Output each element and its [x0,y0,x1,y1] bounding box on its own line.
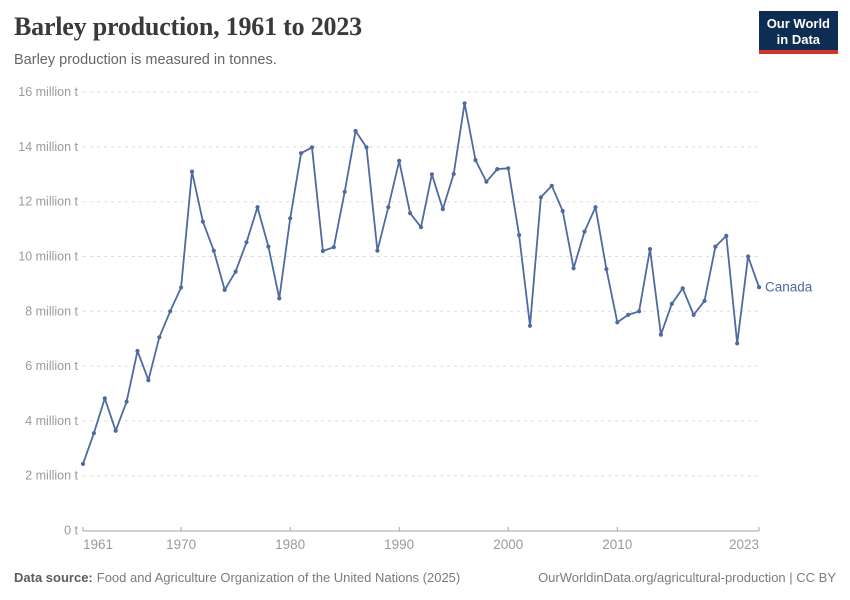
data-point [691,312,696,317]
data-point [255,205,260,210]
data-point [473,158,478,163]
data-point [80,461,86,466]
data-point [288,216,293,221]
data-point [669,301,674,306]
data-point [418,225,424,230]
y-tick-label: 0 t [64,524,78,538]
page-title: Barley production, 1961 to 2023 [14,12,362,41]
data-point [233,269,238,274]
data-point [484,179,489,184]
data-point [277,296,282,301]
data-point [266,244,271,249]
data-point [309,145,315,150]
y-tick-label: 8 million t [25,304,78,318]
x-tick-label: 2000 [493,537,523,552]
data-point [375,248,380,253]
data-point [135,348,140,354]
y-tick-label: 14 million t [18,140,78,154]
data-point [724,233,729,238]
owid-logo-line1: Our World [766,16,830,31]
x-tick-label: 1970 [166,537,196,552]
data-point [222,287,227,292]
data-point [637,309,642,314]
owid-logo[interactable]: Our World in Data [758,11,838,55]
data-point [527,323,533,328]
series-label-canada: Canada [765,280,813,295]
data-source-label: Data source: [14,570,93,585]
data-point [713,244,718,249]
data-point [397,158,402,163]
data-point [626,312,631,317]
data-point [560,208,565,214]
data-point [756,285,762,290]
data-point [342,189,347,194]
data-point [735,341,740,346]
data-point [680,286,685,291]
data-point [593,205,598,210]
y-tick-label: 6 million t [25,359,78,373]
data-point [124,399,129,404]
x-tick-label: 1980 [275,537,305,552]
owid-url-license-link[interactable]: OurWorldinData.org/agricultural-producti… [538,570,836,585]
data-point [517,233,522,238]
data-point [189,169,195,174]
data-point [658,332,664,337]
x-tick-label: 1990 [384,537,414,552]
page-subtitle: Barley production is measured in tonnes. [14,52,277,68]
y-tick-label: 16 million t [18,85,78,99]
data-point [320,248,325,254]
data-point [440,207,445,212]
data-point [146,378,151,383]
data-point [506,166,511,171]
data-point [571,266,576,271]
data-point [353,128,358,134]
y-tick-label: 12 million t [18,195,78,209]
data-point [386,205,391,210]
data-point [538,195,544,200]
data-point [462,101,467,106]
y-tick-label: 10 million t [18,250,78,264]
data-point [211,248,216,253]
x-tick-label: 1961 [83,537,113,552]
data-point [702,298,707,303]
data-point [168,309,173,314]
data-point [495,167,500,172]
data-line-canada [82,102,760,465]
x-tick-label: 2023 [729,537,759,552]
data-point [179,285,184,290]
data-point [157,335,162,340]
data-point [582,229,587,234]
data-source-note: Data source: Food and Agriculture Organiz… [14,570,460,585]
x-tick-label: 2010 [602,537,632,552]
data-point [102,396,107,401]
data-point [647,247,653,252]
data-point [331,245,336,250]
data-point [615,320,620,325]
data-point [429,172,434,177]
data-source-text: Food and Agriculture Organization of the… [96,570,461,585]
owid-logo-line2: in Data [776,31,821,47]
data-point [244,240,249,245]
data-point [451,171,456,177]
data-point [408,211,413,216]
data-point [549,183,554,188]
data-point [299,151,304,156]
data-point [113,428,118,433]
data-point [200,219,205,224]
data-point [604,267,609,272]
data-point [746,254,751,259]
y-tick-label: 2 million t [25,469,78,483]
data-point [364,145,369,150]
y-tick-label: 4 million t [25,414,78,428]
data-point [91,431,96,436]
